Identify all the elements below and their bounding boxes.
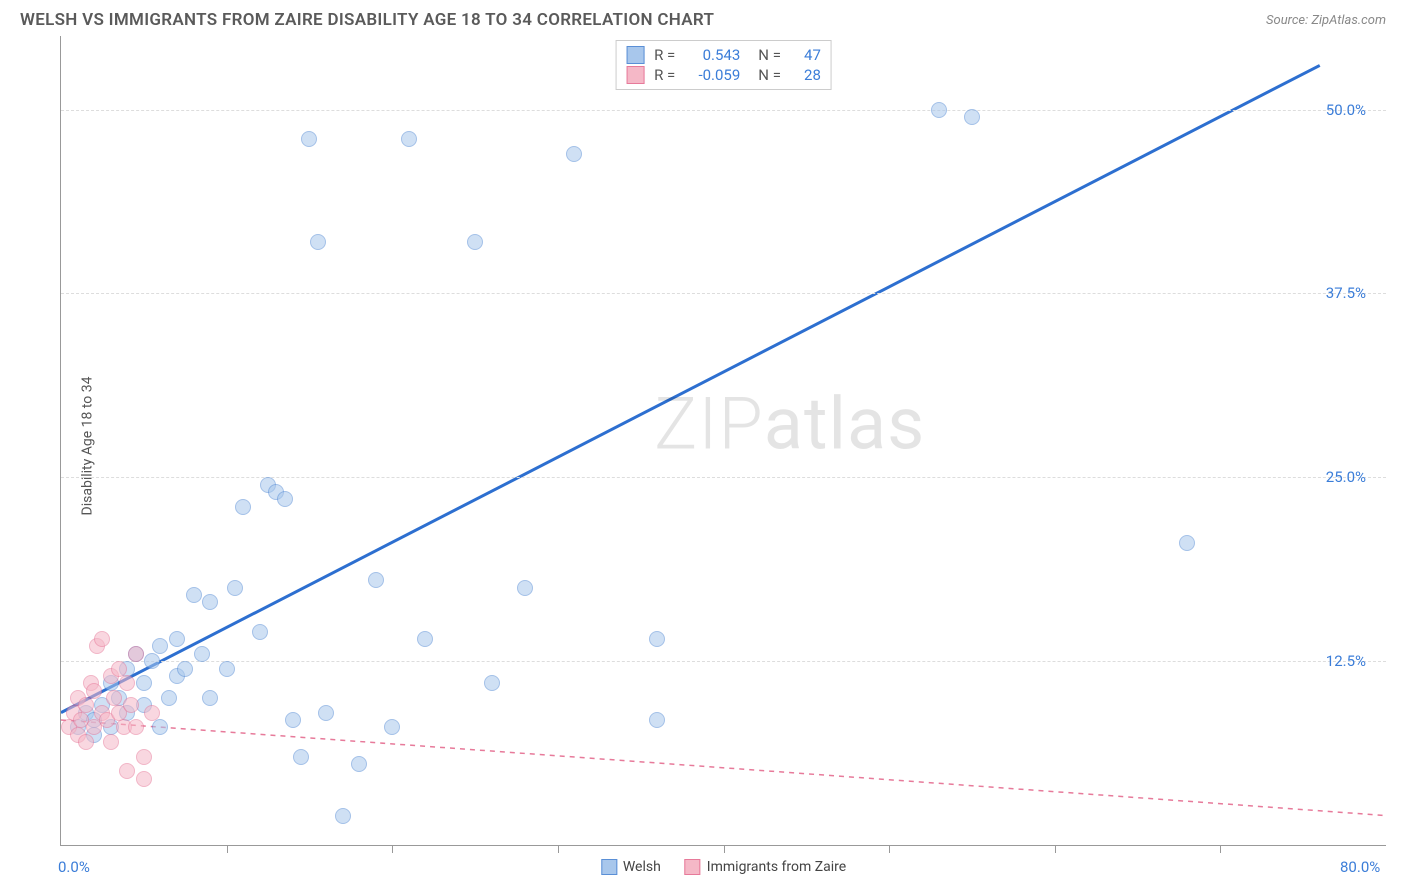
data-point (106, 690, 122, 706)
correlation-row: R = 0.543 N = 47 (626, 45, 821, 65)
data-point (467, 234, 483, 250)
data-point (277, 491, 293, 507)
legend-swatch (685, 859, 701, 875)
data-point (111, 661, 127, 677)
x-tick (1055, 845, 1056, 853)
x-tick (392, 845, 393, 853)
trend-line (61, 65, 1320, 712)
data-point (161, 690, 177, 706)
legend-label: Immigrants from Zaire (707, 859, 846, 875)
correlation-legend: R = 0.543 N = 47 R = -0.059 N = 28 (615, 40, 832, 90)
data-point (86, 683, 102, 699)
data-point (351, 756, 367, 772)
data-point (219, 661, 235, 677)
data-point (649, 631, 665, 647)
data-point (964, 109, 980, 125)
data-point (119, 763, 135, 779)
watermark: ZIPatlas (654, 382, 925, 467)
n-value: 28 (791, 66, 821, 84)
y-tick-label: 50.0% (1326, 101, 1366, 119)
x-tick (558, 845, 559, 853)
data-point (252, 624, 268, 640)
data-point (227, 580, 243, 596)
legend-item: Immigrants from Zaire (685, 859, 846, 875)
data-point (119, 675, 135, 691)
data-point (123, 697, 139, 713)
data-point (202, 594, 218, 610)
grid-line (61, 293, 1386, 294)
data-point (136, 675, 152, 691)
data-point (177, 661, 193, 677)
legend-swatch (626, 66, 644, 84)
data-point (128, 646, 144, 662)
chart-title: WELSH VS IMMIGRANTS FROM ZAIRE DISABILIT… (20, 10, 714, 30)
legend-item: Welsh (601, 859, 661, 875)
data-point (931, 102, 947, 118)
correlation-row: R = -0.059 N = 28 (626, 65, 821, 85)
r-label: R = (654, 46, 675, 64)
data-point (128, 719, 144, 735)
n-label: N = (758, 66, 781, 84)
data-point (144, 653, 160, 669)
trend-line (61, 720, 1386, 816)
data-point (335, 808, 351, 824)
grid-line (61, 477, 1386, 478)
data-point (566, 146, 582, 162)
scatter-chart: ZIPatlas R =0.543N =47R =-0.059N =28 Wel… (60, 36, 1386, 846)
r-value: -0.059 (685, 66, 740, 84)
r-label: R = (654, 66, 675, 84)
data-point (194, 646, 210, 662)
data-point (368, 572, 384, 588)
x-axis-origin-label: 0.0% (58, 858, 90, 876)
legend-label: Welsh (623, 859, 661, 875)
data-point (103, 734, 119, 750)
grid-line (61, 110, 1386, 111)
legend-swatch (626, 46, 644, 64)
data-point (401, 131, 417, 147)
data-point (517, 580, 533, 596)
chart-header: WELSH VS IMMIGRANTS FROM ZAIRE DISABILIT… (0, 0, 1406, 36)
y-tick-label: 25.0% (1326, 468, 1366, 486)
data-point (310, 234, 326, 250)
data-point (136, 749, 152, 765)
n-label: N = (758, 46, 781, 64)
data-point (301, 131, 317, 147)
data-point (318, 705, 334, 721)
data-point (169, 631, 185, 647)
data-point (202, 690, 218, 706)
legend-swatch (601, 859, 617, 875)
n-value: 47 (791, 46, 821, 64)
data-point (235, 499, 251, 515)
series-legend: Welsh Immigrants from Zaire (601, 859, 846, 875)
y-tick-label: 12.5% (1326, 652, 1366, 670)
data-point (136, 771, 152, 787)
data-point (78, 734, 94, 750)
data-point (285, 712, 301, 728)
x-tick (227, 845, 228, 853)
data-point (1179, 535, 1195, 551)
y-tick-label: 37.5% (1326, 284, 1366, 302)
r-value: 0.543 (685, 46, 740, 64)
data-point (94, 631, 110, 647)
x-tick (724, 845, 725, 853)
data-point (384, 719, 400, 735)
data-point (649, 712, 665, 728)
x-tick (889, 845, 890, 853)
grid-line (61, 661, 1386, 662)
data-point (152, 638, 168, 654)
source-attribution: Source: ZipAtlas.com (1266, 13, 1386, 28)
data-point (152, 719, 168, 735)
data-point (186, 587, 202, 603)
data-point (293, 749, 309, 765)
plot-area: ZIPatlas (61, 36, 1386, 845)
data-point (484, 675, 500, 691)
data-point (78, 697, 94, 713)
x-tick (1220, 845, 1221, 853)
x-axis-max-label: 80.0% (1340, 858, 1380, 876)
trend-lines (61, 36, 1386, 845)
data-point (417, 631, 433, 647)
data-point (144, 705, 160, 721)
